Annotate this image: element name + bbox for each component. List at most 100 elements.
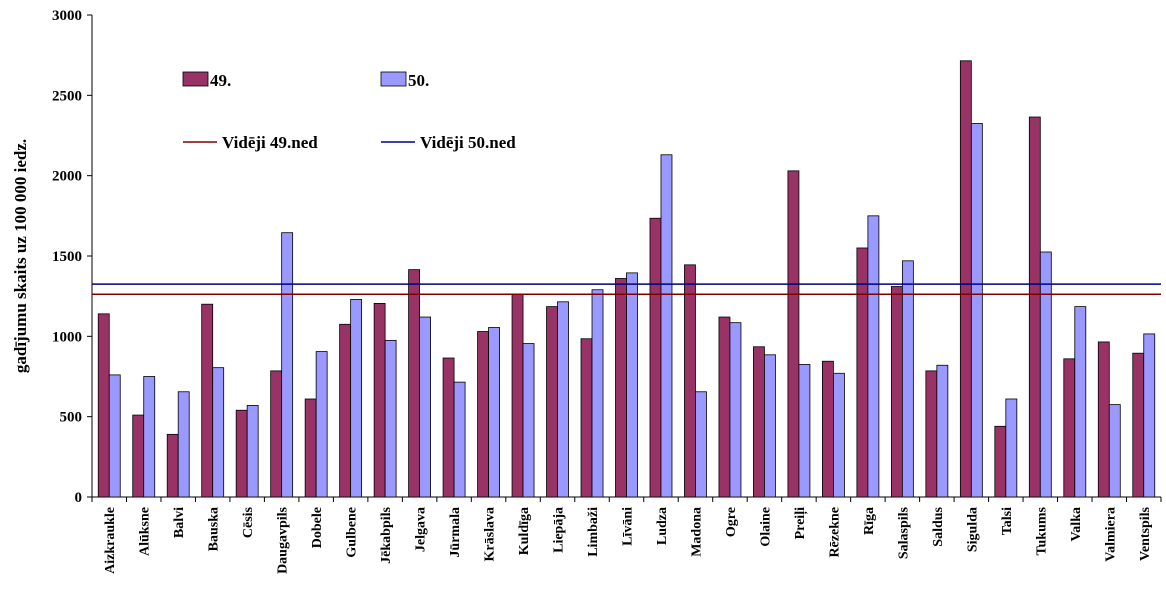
bar-series2 xyxy=(108,374,121,498)
y-tick-label: 1000 xyxy=(52,329,82,345)
bar-series1 xyxy=(1097,341,1110,498)
category-label: Saldus xyxy=(931,506,946,546)
category-label: Salaspils xyxy=(896,506,911,559)
bar-series1 xyxy=(787,170,800,498)
bar-series1 xyxy=(580,338,593,498)
bar-series1 xyxy=(1063,358,1076,498)
category-label: Aizkraukle xyxy=(103,507,118,574)
y-tick-label: 1500 xyxy=(52,249,82,265)
category-label: Ogre xyxy=(724,507,739,537)
bar-series1 xyxy=(856,247,869,498)
bar-series2 xyxy=(764,354,776,498)
bar-series2 xyxy=(867,215,880,498)
legend-label-reference1: Vidēji 49.ned xyxy=(222,133,318,152)
bar-series1 xyxy=(649,217,662,498)
category-label: Olaine xyxy=(758,507,773,547)
y-tick-label: 2000 xyxy=(52,169,82,185)
bar-series2 xyxy=(936,364,949,498)
category-label: Jēkabpils xyxy=(379,506,394,563)
bar-series1 xyxy=(1028,116,1041,498)
category-label: Līvāni xyxy=(621,507,636,546)
category-label: Krāslava xyxy=(483,507,498,561)
bar-series1 xyxy=(442,357,455,498)
bar-series1 xyxy=(890,286,903,498)
bar-series2 xyxy=(246,405,259,498)
bar-series2 xyxy=(1039,251,1052,498)
bar-series2 xyxy=(901,260,914,498)
bar-series1 xyxy=(304,398,317,498)
bar-series1 xyxy=(339,323,352,498)
bar-series1 xyxy=(270,370,283,498)
bar-series1 xyxy=(97,313,110,498)
bar-series1 xyxy=(132,414,145,498)
bar-series2 xyxy=(798,364,811,498)
category-label: Rēzekne xyxy=(827,507,842,558)
bar-series1 xyxy=(546,306,558,498)
bar-series2 xyxy=(350,298,363,498)
bar-series2 xyxy=(488,327,500,498)
legend-label-reference2: Vidēji 50.ned xyxy=(420,133,516,152)
bar-series2 xyxy=(557,301,569,498)
legend-swatch-series2 xyxy=(380,71,407,87)
category-label: Limbaži xyxy=(586,507,601,557)
bar-series2 xyxy=(143,376,156,498)
bar-series2 xyxy=(212,367,225,498)
bar-series1 xyxy=(718,316,731,498)
legend-label-series1: 49. xyxy=(210,71,231,90)
bar-series1 xyxy=(408,269,420,498)
bar-series2 xyxy=(453,381,466,498)
y-tick-label: 0 xyxy=(75,490,83,506)
legend-swatch-series1 xyxy=(182,71,209,87)
category-label: Liepāja xyxy=(552,507,567,553)
bar-series2 xyxy=(522,343,535,498)
bar-series2 xyxy=(384,339,397,498)
bar-series2 xyxy=(970,123,983,498)
category-label: Ventspils xyxy=(1138,506,1153,561)
category-label: Madona xyxy=(689,507,704,557)
bar-series2 xyxy=(177,391,190,498)
y-tick-label: 500 xyxy=(60,410,83,426)
legend-label-series2: 50. xyxy=(408,71,429,90)
category-label: Bauska xyxy=(207,507,222,551)
bar-series2 xyxy=(660,154,673,498)
category-label: Valka xyxy=(1069,507,1084,542)
bar-series1 xyxy=(615,278,627,498)
category-label: Jūrmala xyxy=(448,507,463,558)
y-axis-title: gadījumu skaits uz 100 000 iedz. xyxy=(11,139,30,373)
category-label: Balvi xyxy=(172,507,187,538)
category-label: Rīga xyxy=(862,507,877,535)
bar-series1 xyxy=(822,360,834,498)
y-tick-label: 2500 xyxy=(52,88,82,104)
category-label: Gulbene xyxy=(345,507,360,558)
bar-series2 xyxy=(281,232,294,498)
bar-series1 xyxy=(925,370,938,498)
bar-series2 xyxy=(729,322,742,498)
bar-series2 xyxy=(695,391,707,498)
bar-series2 xyxy=(419,316,431,498)
category-label: Preiļi xyxy=(793,507,808,540)
bar-series1 xyxy=(373,302,386,498)
category-label: Jelgava xyxy=(414,507,429,552)
category-label: Sigulda xyxy=(965,507,980,552)
category-label: Ludza xyxy=(655,507,670,545)
category-label: Valmiera xyxy=(1103,507,1118,562)
category-label: Dobele xyxy=(310,507,325,548)
bar-series2 xyxy=(833,372,845,498)
bar-series1 xyxy=(477,331,489,498)
bar-series1 xyxy=(994,425,1007,498)
category-label: Tukums xyxy=(1034,506,1049,555)
bar-series2 xyxy=(1108,404,1121,498)
bar-series2 xyxy=(591,289,604,498)
bar-series1 xyxy=(511,294,524,498)
bar-series1 xyxy=(684,264,696,498)
bar-series1 xyxy=(235,409,248,498)
bar-series1 xyxy=(753,346,765,498)
bar-series2 xyxy=(1005,398,1018,498)
category-label: Cēsis xyxy=(241,506,256,538)
category-label: Daugavpils xyxy=(276,506,291,573)
category-label: Talsi xyxy=(1000,507,1015,535)
bar-series2 xyxy=(1143,333,1156,498)
bar-series1 xyxy=(1132,352,1145,498)
